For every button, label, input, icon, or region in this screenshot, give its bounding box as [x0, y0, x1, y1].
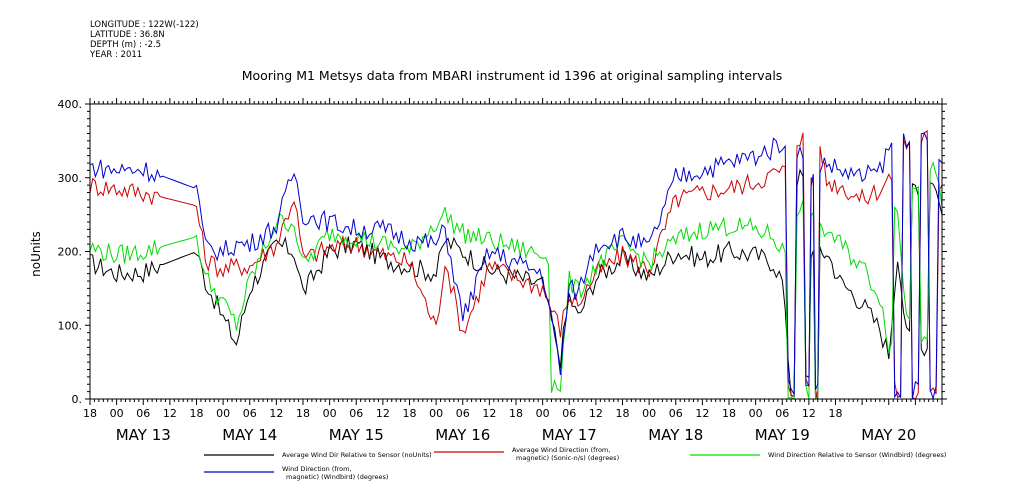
legend-label-3: Wind Direction (from, magnetic) (Windbird… — [282, 465, 388, 481]
y-axis-label: noUnits — [29, 231, 43, 277]
x-hour-label: 18 — [509, 407, 523, 420]
depth-label: DEPTH (m) : -2.5 — [90, 40, 162, 50]
x-hour-label: 06 — [349, 407, 363, 420]
y-tick-label: 0. — [72, 393, 83, 406]
x-hour-label: 18 — [403, 407, 417, 420]
legend-label-0: Average Wind Dir Relative to Sensor (noU… — [282, 451, 432, 459]
series-line-3 — [89, 132, 943, 401]
x-day-label: MAY 16 — [435, 426, 490, 444]
legend-label-2: Wind Direction Relative to Sensor (Windb… — [768, 451, 946, 459]
year-label: YEAR : 2011 — [90, 50, 143, 60]
x-hour-label: 12 — [802, 407, 816, 420]
x-hour-label: 06 — [243, 407, 257, 420]
axes-layer: 0. 100. 200. 300. 400. 18 00 06 12 18 00 06 12 18 00 06… — [58, 98, 947, 444]
x-day-label: MAY 15 — [329, 426, 384, 444]
latitude-label: LATITUDE : 36.8N — [90, 30, 165, 40]
x-hour-label: 00 — [429, 407, 443, 420]
x-hour-label: 18 — [829, 407, 843, 420]
x-hour-label: 12 — [163, 407, 177, 420]
x-hour-label: 12 — [482, 407, 496, 420]
x-hour-label: 00 — [323, 407, 337, 420]
x-hour-label: 00 — [749, 407, 763, 420]
y-tick-label: 400. — [58, 98, 83, 111]
x-hour-label: 18 — [190, 407, 204, 420]
chart-title: Mooring M1 Metsys data from MBARI instru… — [242, 68, 783, 83]
x-hour-label: 12 — [376, 407, 390, 420]
legend: Average Wind Dir Relative to Sensor (noU… — [204, 446, 946, 481]
x-hour-label: 18 — [722, 407, 736, 420]
x-day-label: MAY 17 — [542, 426, 597, 444]
y-tick-label: 100. — [58, 319, 83, 332]
x-hour-label: 00 — [216, 407, 230, 420]
x-day-label: MAY 14 — [222, 426, 277, 444]
series-line-2 — [89, 161, 943, 401]
x-day-label: MAY 13 — [116, 426, 171, 444]
x-hour-label: 12 — [695, 407, 709, 420]
x-hour-label: 12 — [589, 407, 603, 420]
x-hour-label: 18 — [616, 407, 630, 420]
x-hour-label: 12 — [269, 407, 283, 420]
x-hour-label: 06 — [136, 407, 150, 420]
x-hour-label: 00 — [642, 407, 656, 420]
series-layer — [89, 129, 943, 401]
x-hour-label: 06 — [775, 407, 789, 420]
x-hour-label: 18 — [296, 407, 310, 420]
y-tick-label: 300. — [58, 172, 83, 185]
x-hour-label: 18 — [83, 407, 97, 420]
x-hour-label: 06 — [669, 407, 683, 420]
x-hour-label: 06 — [456, 407, 470, 420]
longitude-label: LONGITUDE : 122W(-122) — [90, 20, 199, 30]
x-day-label: MAY 19 — [755, 426, 810, 444]
x-day-label: MAY 20 — [861, 426, 916, 444]
y-tick-label: 200. — [58, 246, 83, 259]
x-day-label: MAY 18 — [648, 426, 703, 444]
x-hour-label: 00 — [536, 407, 550, 420]
x-hour-label: 06 — [562, 407, 576, 420]
x-hour-label: 00 — [110, 407, 124, 420]
series-line-1 — [89, 129, 943, 400]
legend-label-1: Average Wind Direction (from, magnetic) (… — [512, 446, 619, 462]
metadata-block: LONGITUDE : 122W(-122) LATITUDE : 36.8N … — [90, 20, 199, 60]
